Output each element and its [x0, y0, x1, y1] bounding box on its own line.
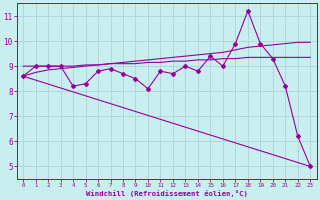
- X-axis label: Windchill (Refroidissement éolien,°C): Windchill (Refroidissement éolien,°C): [86, 190, 248, 197]
